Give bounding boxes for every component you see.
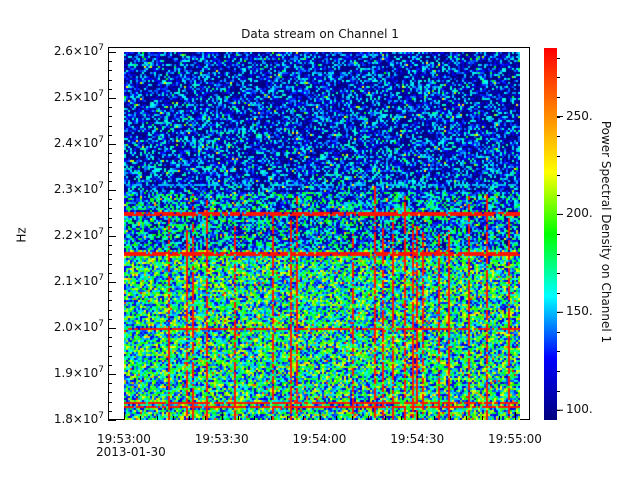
y-tick-mantissa: 2.4×10 (53, 136, 99, 150)
y-tick-label: 2.1×107 (54, 273, 104, 288)
spectrogram-heatmap (124, 52, 520, 420)
y-tick-exponent: 7 (98, 273, 104, 283)
x-tick-label: 19:54:00 (292, 432, 347, 446)
y-tick-exponent: 7 (98, 135, 104, 145)
y-tick-exponent: 7 (98, 89, 104, 99)
y-tick-exponent: 7 (98, 365, 104, 375)
y-tick-label: 2.5×107 (54, 89, 104, 104)
x-tick-label: 19:53:00 (97, 432, 151, 446)
colorbar-tick-label: 150. (566, 304, 593, 319)
y-tick-label: 2.6×107 (54, 43, 104, 58)
colorbar-tick-label: 100. (566, 402, 593, 417)
colorbar-tick-label: 250. (566, 108, 593, 123)
y-tick-label: 2.3×107 (54, 181, 104, 196)
y-tick-label: 1.8×107 (54, 411, 104, 426)
x-tick-label: 19:55:00 (488, 432, 542, 446)
chart-title: Data stream on Channel 1 (241, 27, 399, 41)
y-tick-exponent: 7 (98, 181, 104, 191)
y-tick-label: 1.9×107 (54, 365, 104, 380)
colorbar-tick-label: 200. (566, 206, 593, 221)
colorbar (544, 48, 557, 420)
y-tick-mantissa: 2.3×10 (53, 182, 99, 196)
y-tick-label: 2.0×107 (54, 319, 104, 334)
y-tick-exponent: 7 (98, 411, 104, 421)
y-axis-label: Hz (14, 227, 29, 243)
colorbar-label: Power Spectral Density on Channel 1 (599, 120, 613, 344)
x-tick-label: 19:53:30 (194, 432, 249, 446)
x-tick-label: 19:54:30 (390, 432, 445, 446)
y-tick-mantissa: 1.9×10 (53, 366, 99, 380)
y-tick-mantissa: 2.0×10 (53, 320, 99, 334)
y-tick-mantissa: 2.5×10 (53, 90, 99, 104)
y-tick-exponent: 7 (98, 43, 104, 53)
y-tick-exponent: 7 (98, 227, 104, 237)
y-tick-mantissa: 2.1×10 (53, 274, 99, 288)
x-date-label: 2013-01-30 (96, 445, 166, 459)
y-tick-label: 2.2×107 (54, 227, 104, 242)
y-tick-label: 2.4×107 (54, 135, 104, 150)
y-tick-exponent: 7 (98, 319, 104, 329)
y-tick-mantissa: 1.8×10 (53, 412, 99, 426)
y-tick-mantissa: 2.2×10 (53, 228, 99, 242)
y-tick-mantissa: 2.6×10 (53, 44, 99, 58)
